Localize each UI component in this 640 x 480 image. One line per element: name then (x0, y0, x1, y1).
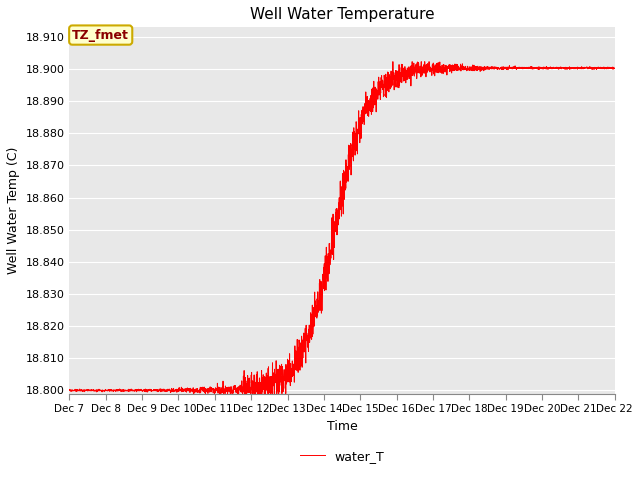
Title: Well Water Temperature: Well Water Temperature (250, 7, 435, 22)
Line: water_T: water_T (69, 61, 615, 394)
Legend: water_T: water_T (294, 445, 389, 468)
water_T (542, 65, 550, 71)
water_T (65, 387, 73, 393)
water_T (298, 339, 306, 345)
water_T (611, 66, 619, 72)
water_T (128, 387, 136, 393)
water_T (275, 391, 282, 396)
Text: TZ_fmet: TZ_fmet (72, 29, 129, 42)
water_T (202, 391, 209, 396)
X-axis label: Time: Time (326, 420, 357, 432)
Y-axis label: Well Water Temp (C): Well Water Temp (C) (7, 147, 20, 274)
water_T (389, 59, 397, 64)
water_T (160, 388, 168, 394)
water_T (600, 65, 608, 71)
